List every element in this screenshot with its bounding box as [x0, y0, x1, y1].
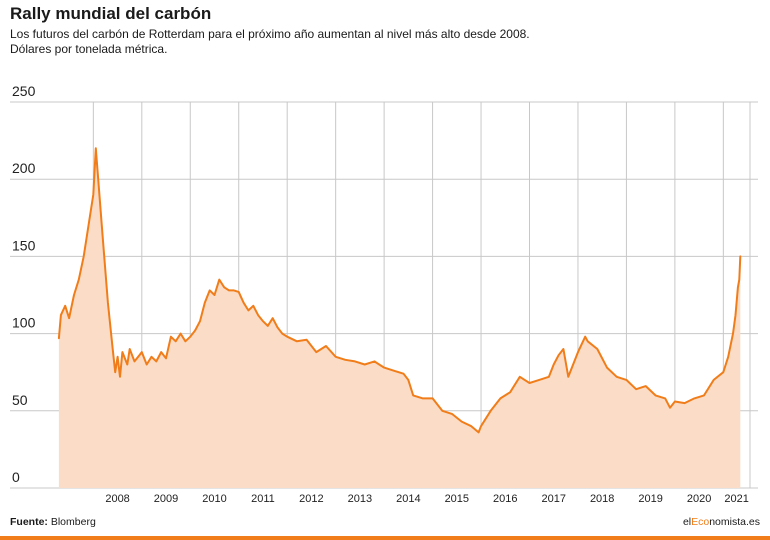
chart-title: Rally mundial del carbón	[10, 4, 212, 23]
x-tick-label: 2016	[493, 493, 517, 505]
y-tick-label: 200	[12, 160, 36, 176]
x-tick-label: 2019	[638, 493, 662, 505]
brand-suffix: nomista.es	[709, 516, 760, 528]
x-tick-label: 2018	[590, 493, 614, 505]
x-tick-label: 2017	[541, 493, 565, 505]
brand-accent: Eco	[691, 516, 710, 528]
x-tick-label: 2021	[724, 493, 748, 505]
y-tick-label: 150	[12, 237, 36, 253]
coal-futures-chart: 0 50 100 150 200 250 2008 2009 2010 2011 2012 2013 2…	[10, 83, 758, 505]
x-tick-label: 2011	[251, 493, 275, 505]
x-tick-label: 2015	[445, 493, 469, 505]
source-label: Fuente:	[10, 516, 48, 528]
y-tick-label: 50	[12, 392, 28, 408]
x-tick-label: 2020	[687, 493, 711, 505]
x-tick-label: 2012	[299, 493, 323, 505]
y-tick-label: 250	[12, 83, 36, 99]
brand-prefix: el	[682, 516, 692, 528]
subtitle-line-2: Dólares por tonelada métrica.	[10, 42, 168, 56]
subtitle-line-1: Los futuros del carbón de Rotterdam para…	[10, 27, 530, 41]
x-tick-label: 2008	[105, 493, 129, 505]
source-note: Fuente: Blomberg	[10, 516, 96, 528]
y-tick-label: 100	[12, 315, 36, 331]
x-tick-label: 2010	[202, 493, 226, 505]
y-tick-label: 0	[12, 469, 20, 485]
source-value: Blomberg	[50, 516, 96, 528]
bottom-accent-bar	[0, 536, 770, 540]
brand-logo: elEconomista.es	[683, 516, 760, 528]
series-area	[58, 148, 741, 489]
x-tick-label: 2013	[348, 493, 372, 505]
x-tick-label: 2009	[154, 493, 178, 505]
chart-subtitle: Los futuros del carbón de Rotterdam para…	[10, 27, 730, 57]
series-line	[57, 147, 742, 434]
x-tick-label: 2014	[396, 493, 420, 505]
